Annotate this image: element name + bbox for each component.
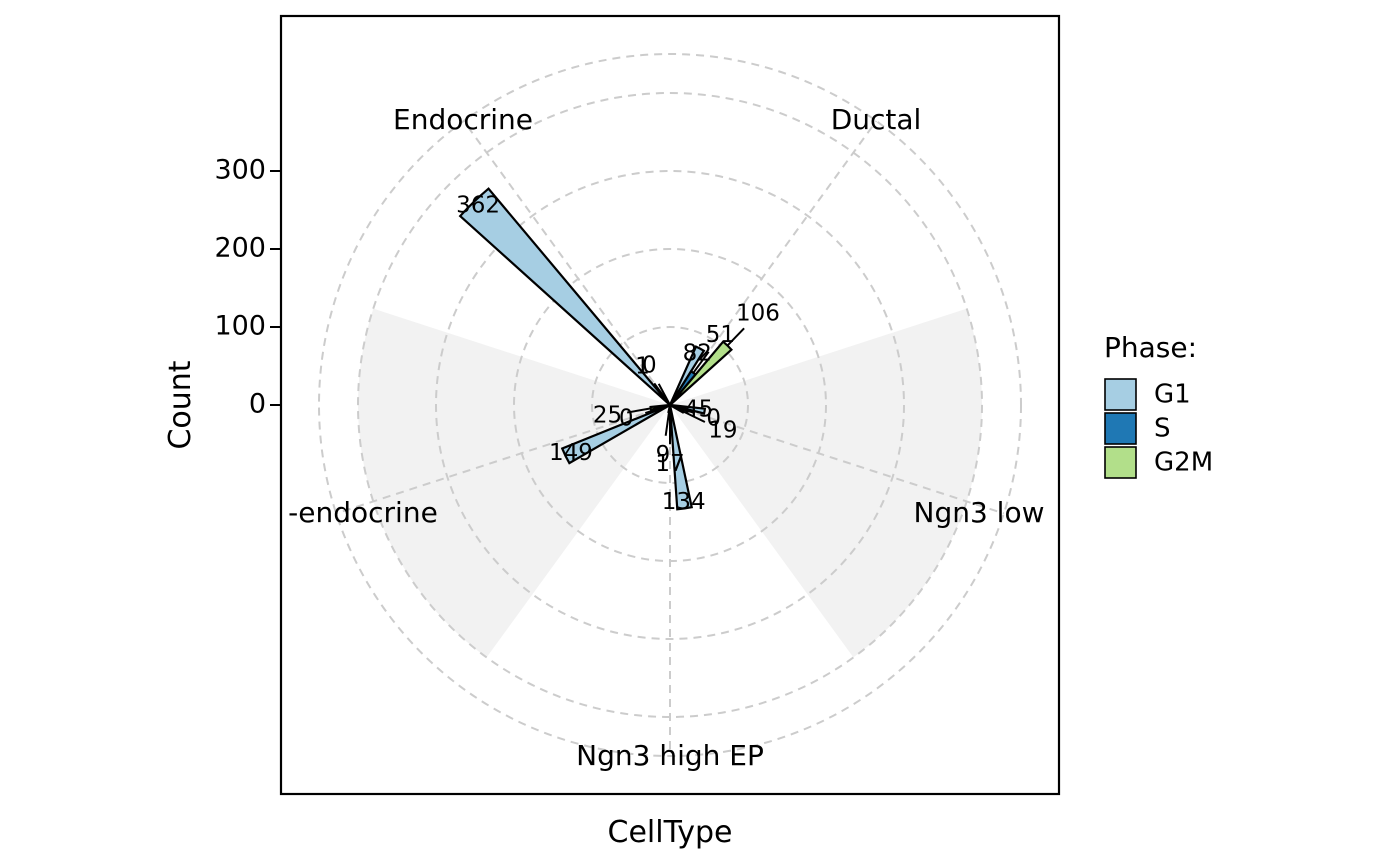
- leader-line: [664, 411, 671, 436]
- data-label: 25: [593, 403, 622, 429]
- y-tick-label: 0: [249, 389, 266, 420]
- y-tick-label: 300: [214, 155, 266, 186]
- y-tick-label: 100: [214, 311, 266, 342]
- category-labels: Ductal Ngn3 low Ngn3 high EP -endocrine Endo…: [288, 103, 1044, 772]
- legend-swatch: [1104, 446, 1137, 479]
- category-label: Ductal: [831, 103, 922, 136]
- legend: Phase: G1 S G2M: [1104, 331, 1213, 479]
- grid-circle: [435, 170, 905, 640]
- category-label: Ngn3 low: [914, 496, 1045, 529]
- leader-line: [669, 404, 696, 414]
- data-label: 134: [662, 489, 706, 515]
- grid-circle: [591, 326, 749, 484]
- leader-line: [657, 383, 671, 406]
- data-label: 1: [635, 354, 650, 380]
- data-label: 17: [655, 451, 684, 477]
- data-label: 106: [736, 300, 780, 326]
- legend-label: S: [1154, 414, 1171, 444]
- y-tick-label: 200: [214, 233, 266, 264]
- legend-title: Phase:: [1104, 331, 1197, 364]
- category-label: -endocrine: [288, 496, 438, 529]
- data-label: 9: [656, 442, 671, 468]
- leader-line: [726, 327, 745, 347]
- bars: [458, 187, 733, 511]
- legend-label: G1: [1154, 380, 1191, 410]
- legend-label: G2M: [1154, 448, 1213, 478]
- legend-swatch: [1104, 378, 1137, 411]
- data-label: 362: [456, 193, 500, 219]
- leader-line: [692, 351, 710, 374]
- bar: [458, 187, 671, 406]
- data-label: 19: [708, 417, 737, 443]
- category-label: Endocrine: [393, 103, 533, 136]
- category-label: Ngn3 high EP: [576, 739, 764, 772]
- leader-line: [644, 404, 671, 414]
- grid-circle: [357, 92, 983, 718]
- leader-line: [626, 407, 651, 414]
- x-axis-title: CellType: [608, 815, 733, 850]
- grid-spoke: [462, 120, 671, 406]
- bar: [560, 403, 671, 465]
- grid-spoke: [335, 404, 671, 515]
- data-label: 0: [706, 406, 721, 432]
- y-axis-title: Count: [163, 360, 198, 449]
- grid-spoke: [669, 404, 1005, 515]
- leader-line: [682, 410, 706, 423]
- grid: [318, 53, 1022, 757]
- legend-swatch: [1104, 412, 1137, 445]
- data-label: 51: [706, 322, 735, 348]
- y-axis: 0 100 200 300: [214, 155, 281, 420]
- data-label: 0: [642, 353, 657, 379]
- data-label: 149: [549, 440, 593, 466]
- bar: [668, 404, 694, 511]
